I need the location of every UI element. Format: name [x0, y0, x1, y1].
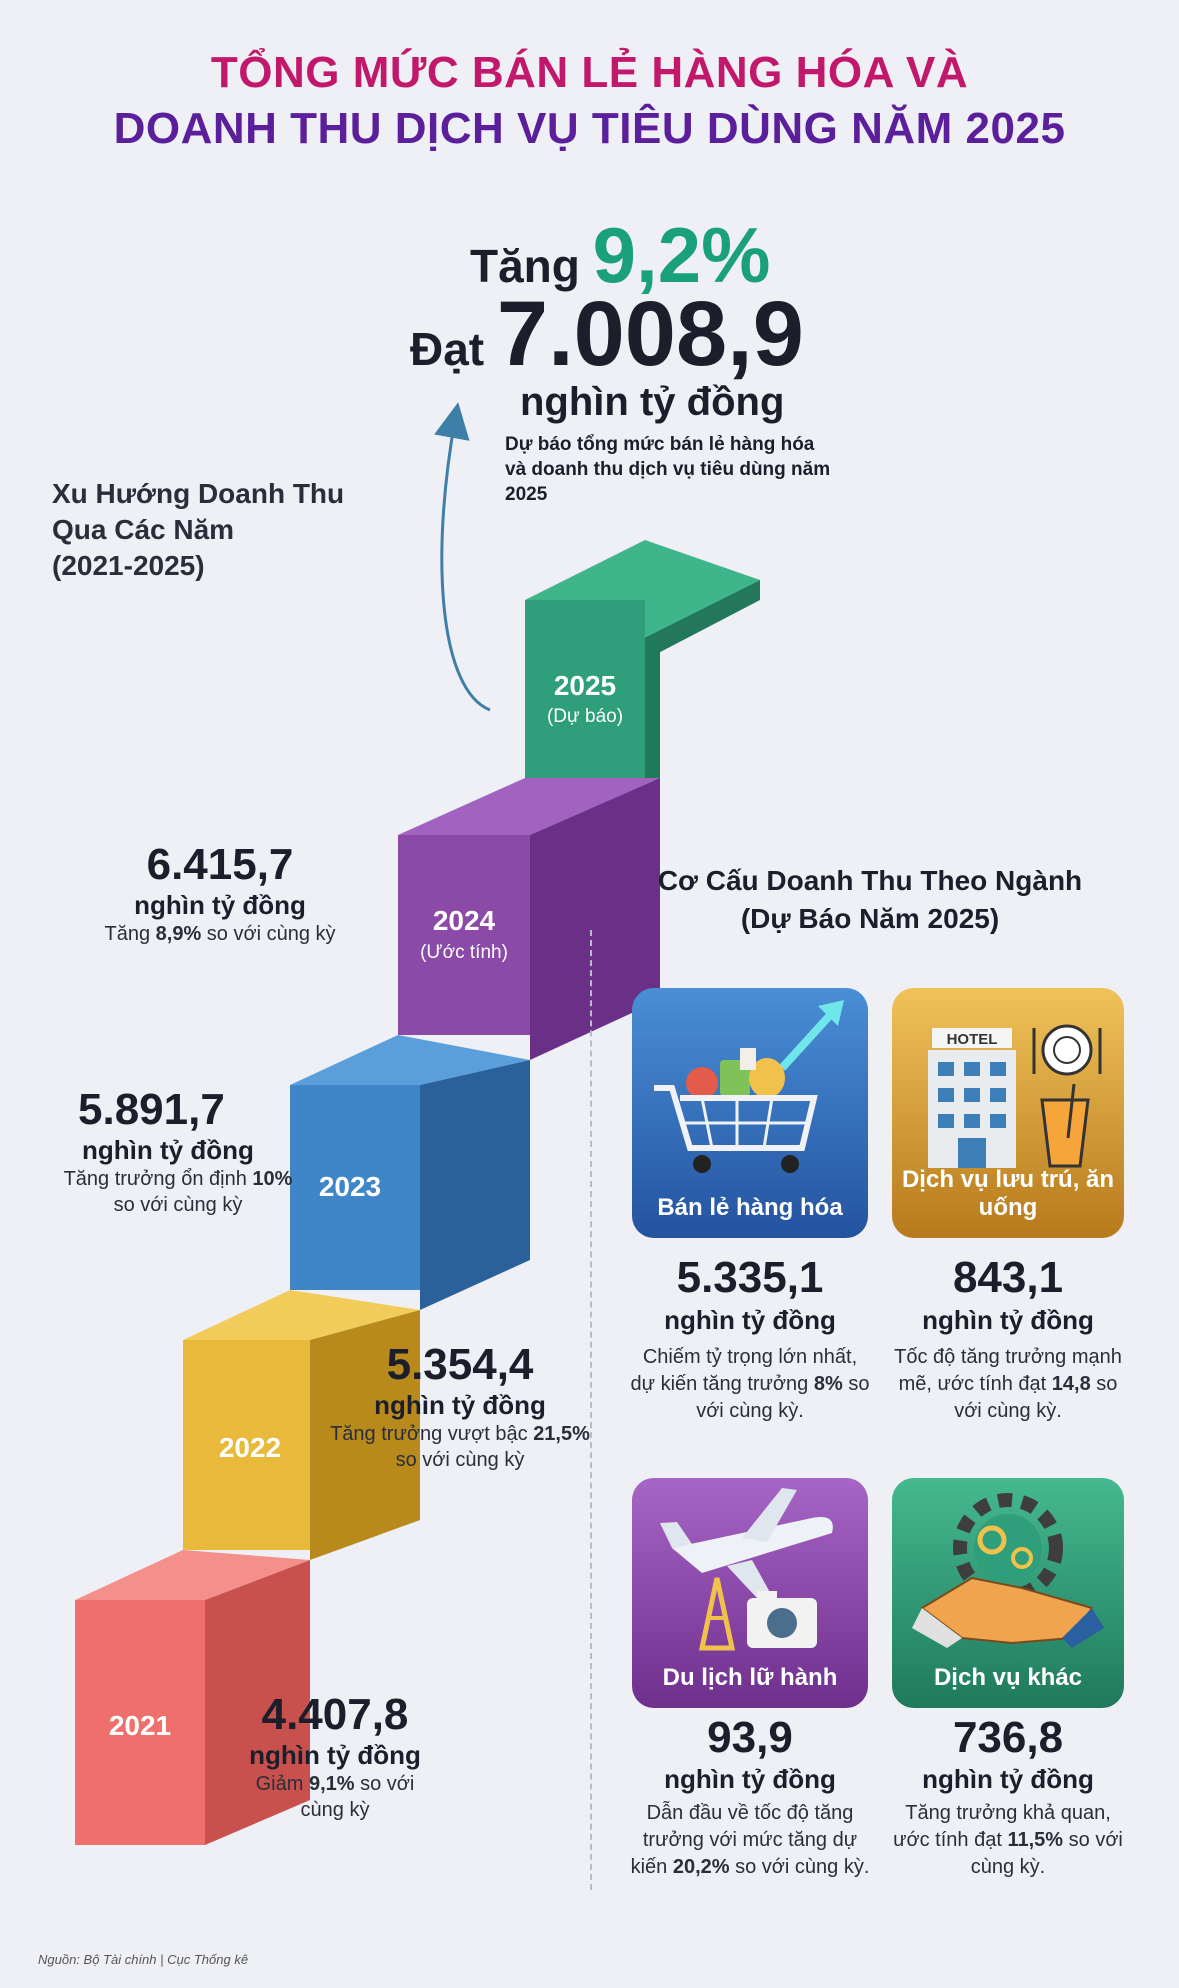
- year-2021-note: Giảm 9,1% so với cùng kỳ: [255, 1773, 415, 1821]
- trend-title-line-3: (2021-2025): [52, 550, 205, 581]
- year-2024-block: 6.415,7 nghìn tỷ đồng Tăng 8,9% so với c…: [70, 840, 370, 947]
- step-2025: 2025 (Dự báo): [525, 540, 760, 780]
- sector-card-retail-label: Bán lẻ hàng hóa: [657, 1194, 843, 1221]
- trend-title-line-1: Xu Hướng Doanh Thu: [52, 478, 345, 509]
- year-2022-note: Tăng trưởng vượt bậc 21,5% so với cùng k…: [330, 1423, 590, 1471]
- step-2024-sub: (Ước tính): [420, 942, 508, 963]
- step-2023: 2023: [290, 1035, 530, 1310]
- title-line-2: DOANH THU DỊCH VỤ TIÊU DÙNG NĂM 2025: [113, 104, 1066, 153]
- hotel-sign-text: HOTEL: [947, 1031, 998, 1048]
- sector-travel-unit: nghìn tỷ đồng: [664, 1764, 836, 1794]
- shopping-cart-icon: [654, 1000, 844, 1173]
- reach-unit: nghìn tỷ đồng: [520, 380, 785, 424]
- sector-hotel-note: Tốc độ tăng trưởng mạnh mẽ, ước tính đạt…: [894, 1346, 1122, 1422]
- reach-prefix: Đạt: [410, 323, 485, 375]
- step-2025-sub: (Dự báo): [547, 706, 623, 727]
- step-2024: 2024 (Ước tính): [398, 778, 660, 1060]
- year-2023-value: 5.891,7: [78, 1085, 225, 1134]
- sector-card-other-label: Dịch vụ khác: [933, 1664, 1083, 1691]
- year-2021-value: 4.407,8: [261, 1690, 409, 1739]
- forecast-note: Dự báo tổng mức bán lẻ hàng hóa và doanh…: [505, 434, 831, 505]
- hotel-icon: HOTEL: [928, 1024, 1102, 1168]
- airplane-icon: [660, 1488, 833, 1651]
- sector-title-line-2: (Dự Báo Năm 2025): [740, 903, 1000, 934]
- sector-title: Cơ Cấu Doanh Thu Theo Ngành (Dự Báo Năm …: [620, 862, 1120, 938]
- increase-headline: Tăng 9,2%: [470, 210, 770, 301]
- step-2022-label: 2022: [219, 1432, 281, 1463]
- sector-retail-note: Chiếm tỷ trọng lớn nhất, dự kiến tăng tr…: [630, 1346, 870, 1422]
- trend-arrow-icon: [434, 402, 491, 712]
- sector-hotel-value: 843,1: [952, 1253, 1064, 1302]
- trend-title: Xu Hướng Doanh Thu Qua Các Năm (2021-202…: [52, 476, 412, 584]
- title-line-1: TỔNG MỨC BÁN LẺ HÀNG HÓA VÀ: [210, 48, 969, 97]
- source-note: Nguồn: Bộ Tài chính | Cục Thống kê: [38, 1952, 249, 1967]
- handshake-icon: [912, 1493, 1104, 1648]
- year-2021-block: 4.407,8 nghìn tỷ đồng Giảm 9,1% so với c…: [210, 1690, 460, 1823]
- step-2021: 2021: [75, 1550, 310, 1845]
- sector-card-other: Dịch vụ khác: [892, 1478, 1124, 1708]
- year-2023-note: Tăng trưởng ổn định 10% so với cùng kỳ: [63, 1168, 293, 1216]
- sector-other-value: 736,8: [952, 1713, 1064, 1762]
- sector-travel-value: 93,9: [707, 1713, 793, 1762]
- sector-card-retail: Bán lẻ hàng hóa: [632, 988, 868, 1238]
- sector-card-hotel: HOTEL Dịch vụ lưu trú, ăn uống: [892, 988, 1124, 1238]
- year-2022-block: 5.354,4 nghìn tỷ đồng Tăng trưởng vượt b…: [330, 1340, 590, 1473]
- step-2022: 2022: [183, 1290, 420, 1560]
- step-2024-label: 2024: [433, 905, 496, 936]
- year-2021-unit: nghìn tỷ đồng: [249, 1740, 421, 1770]
- reach-value: 7.008,9: [496, 283, 804, 385]
- sector-other-unit: nghìn tỷ đồng: [922, 1764, 1094, 1794]
- increase-percent: 9,2%: [592, 211, 771, 299]
- trend-title-line-2: Qua Các Năm: [52, 514, 235, 545]
- sector-card-travel-label: Du lịch lữ hành: [662, 1664, 838, 1691]
- sector-title-line-1: Cơ Cấu Doanh Thu Theo Ngành: [657, 865, 1083, 896]
- sector-retail-value: 5.335,1: [676, 1253, 824, 1302]
- year-2024-note: Tăng 8,9% so với cùng kỳ: [104, 923, 336, 945]
- sector-travel-note: Dẫn đầu về tốc độ tăng trưởng với mức tă…: [630, 1802, 870, 1878]
- sector-card-hotel-label: Dịch vụ lưu trú, ăn uống: [901, 1166, 1115, 1221]
- year-2023-block: 5.891,7 nghìn tỷ đồng Tăng trưởng ổn địn…: [50, 1085, 350, 1218]
- step-2023-label: 2023: [319, 1171, 381, 1202]
- sector-other-note: Tăng trưởng khả quan, ước tính đạt 11,5%…: [893, 1802, 1123, 1878]
- year-2024-unit: nghìn tỷ đồng: [134, 890, 306, 920]
- step-2025-label: 2025: [554, 670, 616, 701]
- year-2022-unit: nghìn tỷ đồng: [374, 1390, 546, 1420]
- year-2024-value: 6.415,7: [146, 840, 294, 889]
- section-divider: [590, 930, 592, 1890]
- step-2021-label: 2021: [109, 1710, 171, 1741]
- reach-headline: Đạt 7.008,9: [410, 282, 804, 387]
- year-2023-unit: nghìn tỷ đồng: [82, 1135, 254, 1165]
- sector-hotel-unit: nghìn tỷ đồng: [922, 1305, 1094, 1335]
- year-2022-value: 5.354,4: [386, 1340, 534, 1389]
- sector-card-travel: Du lịch lữ hành: [632, 1478, 868, 1708]
- increase-prefix: Tăng: [470, 240, 580, 292]
- sector-retail-unit: nghìn tỷ đồng: [664, 1305, 836, 1335]
